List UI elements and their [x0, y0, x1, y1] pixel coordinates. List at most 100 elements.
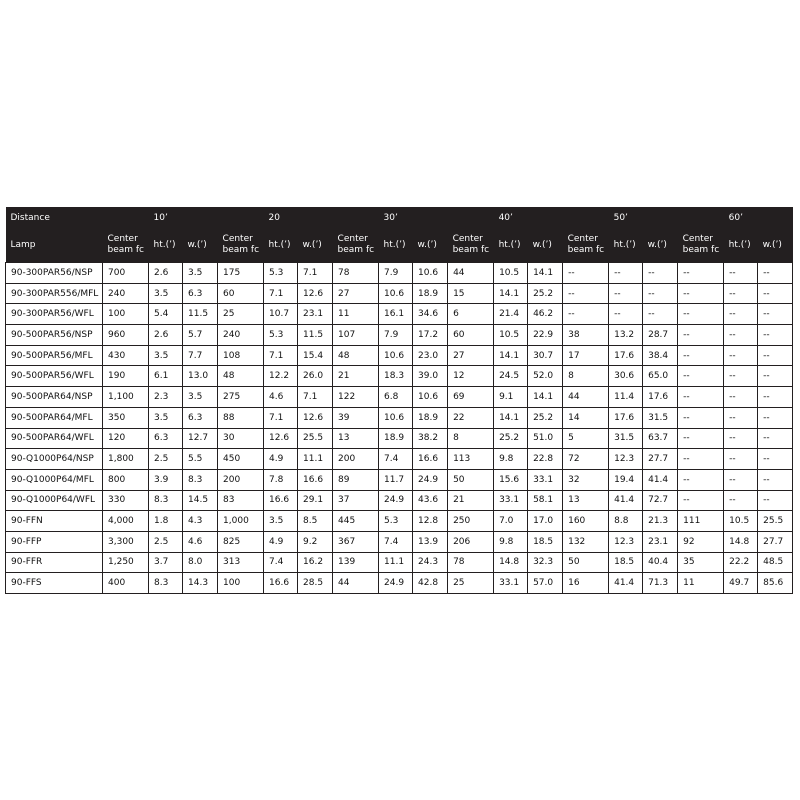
- table-cell: 27.7: [757, 530, 794, 553]
- table-cell: 240: [102, 282, 149, 305]
- table-cell: --: [757, 448, 794, 470]
- table-cell: 14.3: [181, 572, 219, 594]
- table-cell: 78: [447, 551, 495, 574]
- table-cell: 39: [332, 406, 380, 429]
- table-cell: 3.5: [181, 386, 219, 408]
- lamp-name: 90-500PAR56/MFL: [5, 344, 103, 367]
- table-cell: 3.5: [148, 282, 183, 305]
- table-cell: 445: [332, 510, 380, 532]
- table-cell: 12.3: [608, 530, 644, 553]
- table-cell: 11: [677, 572, 725, 594]
- table-cell: 10.5: [493, 324, 529, 346]
- table-cell: 3.7: [148, 551, 183, 574]
- table-cell: --: [642, 303, 679, 326]
- table-cell: 10.6: [412, 262, 449, 284]
- sub-header: ht.(’): [153, 239, 176, 250]
- table-cell: 800: [102, 468, 149, 491]
- table-cell: 3.5: [148, 344, 183, 367]
- table-cell: 17.2: [412, 324, 449, 346]
- table-cell: 9.2: [297, 530, 334, 553]
- table-cell: 367: [332, 530, 380, 553]
- table-cell: 16: [562, 572, 610, 594]
- table-cell: 13: [332, 427, 380, 450]
- table-cell: 4.6: [263, 386, 299, 408]
- table-cell: 6.3: [181, 406, 219, 429]
- lamp-name: 90-Q1000P64/NSP: [5, 448, 103, 470]
- table-cell: --: [757, 386, 794, 408]
- table-cell: --: [562, 282, 610, 305]
- table-cell: 30.6: [608, 365, 644, 388]
- table-cell: 50: [447, 468, 495, 491]
- table-cell: 5.7: [181, 324, 219, 346]
- table-cell: --: [677, 468, 725, 491]
- table-cell: 7.1: [297, 386, 334, 408]
- table-cell: --: [757, 365, 794, 388]
- table-cell: 37: [332, 489, 380, 512]
- sub-header: Center beam fc: [567, 234, 605, 255]
- table-cell: 22.8: [527, 448, 564, 470]
- table-body: 90-300PAR56/NSP 700 2.6 3.5 175 5.3 7.1 78 7.9 10…: [5, 262, 794, 594]
- table-cell: 60: [217, 282, 265, 305]
- table-cell: 5.4: [148, 303, 183, 326]
- table-cell: --: [723, 344, 759, 367]
- table-cell: --: [677, 282, 725, 305]
- distance-value: 10’: [153, 212, 168, 223]
- table-cell: 330: [102, 489, 149, 512]
- table-cell: 430: [102, 344, 149, 367]
- table-cell: 38.4: [642, 344, 679, 367]
- table-cell: 27.7: [642, 448, 679, 470]
- sub-header: ht.(’): [728, 239, 751, 250]
- table-cell: --: [608, 282, 644, 305]
- table-cell: 5.5: [181, 448, 219, 470]
- lamp-name: 90-Q1000P64/MFL: [5, 468, 103, 491]
- table-cell: 16.1: [378, 303, 414, 326]
- table-cell: --: [723, 468, 759, 491]
- table-cell: 250: [447, 510, 495, 532]
- table-cell: --: [757, 262, 794, 284]
- lamp-name: 90-300PAR56/WFL: [5, 303, 103, 326]
- table-cell: 7.1: [263, 344, 299, 367]
- table-cell: 88: [217, 406, 265, 429]
- table-cell: 51.0: [527, 427, 564, 450]
- table-cell: 11.5: [181, 303, 219, 326]
- table-cell: 7.1: [263, 406, 299, 429]
- table-cell: --: [757, 282, 794, 305]
- table-cell: 57.0: [527, 572, 564, 594]
- table-cell: 313: [217, 551, 265, 574]
- table-cell: 38.2: [412, 427, 449, 450]
- table-cell: 25: [217, 303, 265, 326]
- table-cell: 11.4: [608, 386, 644, 408]
- table-cell: 1.8: [148, 510, 183, 532]
- table-cell: 1,250: [102, 551, 149, 574]
- lamp-name: 90-FFS: [5, 572, 103, 594]
- sub-header: ht.(’): [383, 239, 406, 250]
- table-row: 90-500PAR56/WFL 190 6.1 13.0 48 12.2 26.0 21 18.…: [5, 365, 794, 388]
- table-cell: 10.6: [378, 406, 414, 429]
- distance-value: 20: [268, 212, 280, 223]
- table-cell: 17.6: [642, 386, 679, 408]
- table-cell: 33.1: [493, 489, 529, 512]
- table-cell: 2.5: [148, 448, 183, 470]
- table-cell: 11.1: [297, 448, 334, 470]
- table-row: 90-300PAR56/WFL 100 5.4 11.5 25 10.7 23.1 11 16.…: [5, 303, 794, 326]
- table-cell: 46.2: [527, 303, 564, 326]
- table-cell: 28.7: [642, 324, 679, 346]
- table-cell: 49.7: [723, 572, 759, 594]
- table-cell: --: [677, 386, 725, 408]
- table-cell: --: [757, 344, 794, 367]
- table-cell: 350: [102, 406, 149, 429]
- table-cell: 8.0: [181, 551, 219, 574]
- table-cell: 5: [562, 427, 610, 450]
- table-cell: 21: [332, 365, 380, 388]
- lamp-name: 90-500PAR64/NSP: [5, 386, 103, 408]
- table-cell: 10.7: [263, 303, 299, 326]
- table-cell: 11.5: [297, 324, 334, 346]
- table-cell: 41.4: [608, 572, 644, 594]
- table-cell: --: [677, 427, 725, 450]
- table-cell: 23.1: [297, 303, 334, 326]
- table-cell: 7.4: [378, 448, 414, 470]
- table-cell: 2.6: [148, 324, 183, 346]
- sub-header: ht.(’): [498, 239, 521, 250]
- table-cell: --: [757, 427, 794, 450]
- table-cell: --: [677, 324, 725, 346]
